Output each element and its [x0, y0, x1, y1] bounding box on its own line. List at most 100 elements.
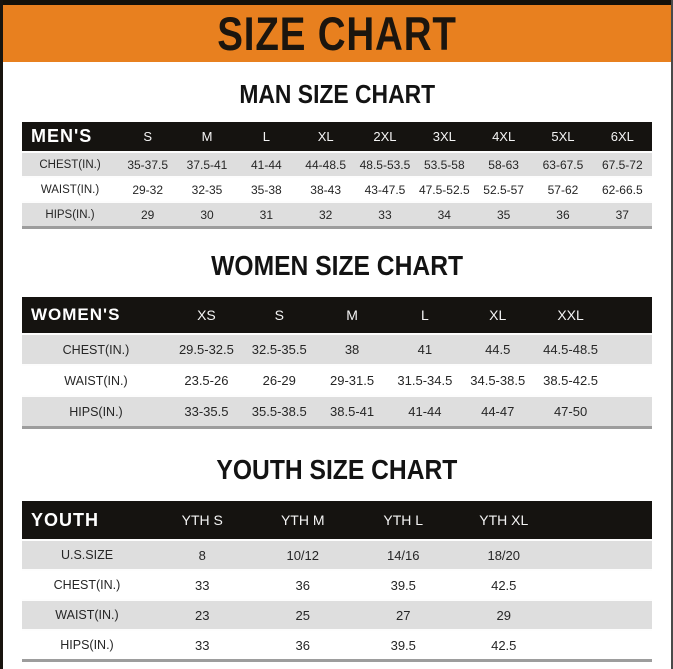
- value-cell: 42.5: [453, 630, 554, 661]
- value-cell: 35-38: [236, 177, 296, 202]
- value-cell: 10/12: [252, 540, 353, 570]
- header-filler-cell: [607, 297, 652, 334]
- value-cell: 41-44: [388, 396, 462, 428]
- table-row: HIPS(IN.) 29 30 31 32 33 34 35 36 37: [22, 202, 652, 228]
- value-cell: 52.5-57: [473, 177, 534, 202]
- value-cell: 8: [152, 540, 253, 570]
- row-label: WAIST(IN.): [22, 365, 170, 396]
- value-cell: 32-35: [177, 177, 237, 202]
- row-filler-cell: [554, 570, 652, 600]
- value-cell: 29.5-32.5: [170, 334, 243, 365]
- row-label: CHEST(IN.): [22, 334, 170, 365]
- size-column-header: S: [242, 297, 316, 334]
- value-cell: 29: [118, 202, 178, 228]
- table-row: U.S.SIZE 8 10/12 14/16 18/20: [22, 540, 652, 570]
- value-cell: 31: [236, 202, 296, 228]
- women-size-table: WOMEN'S XS S M L XL XXL CHEST(IN.) 29.5-32.5 32.5…: [22, 297, 652, 429]
- table-group-label: WOMEN'S: [22, 297, 170, 334]
- value-cell: 33: [355, 202, 415, 228]
- value-cell: 35-37.5: [118, 152, 178, 177]
- value-cell: 29-32: [118, 177, 178, 202]
- value-cell: 58-63: [473, 152, 534, 177]
- value-cell: 33-35.5: [170, 396, 243, 428]
- size-column-header: 4XL: [473, 122, 534, 152]
- value-cell: 34: [414, 202, 474, 228]
- table-row: WAIST(IN.) 23.5-26 26-29 29-31.5 31.5-34.5 34…: [22, 365, 652, 396]
- value-cell: 26-29: [242, 365, 316, 396]
- value-cell: 38-43: [295, 177, 356, 202]
- size-column-header: 2XL: [355, 122, 415, 152]
- value-cell: 38.5-42.5: [534, 365, 607, 396]
- value-cell: 36: [252, 630, 353, 661]
- row-filler-cell: [607, 396, 652, 428]
- value-cell: 38: [315, 334, 389, 365]
- row-filler-cell: [607, 365, 652, 396]
- row-label: HIPS(IN.): [22, 396, 170, 428]
- section-heading-women: WOMEN SIZE CHART: [211, 250, 463, 281]
- value-cell: 33: [152, 630, 253, 661]
- value-cell: 36: [533, 202, 593, 228]
- section-heading-youth: YOUTH SIZE CHART: [216, 454, 458, 485]
- youth-size-table: YOUTH YTH S YTH M YTH L YTH XL U.S.SIZE 8 10/12…: [22, 501, 652, 662]
- banner: SIZE CHART: [3, 5, 671, 62]
- row-label: HIPS(IN.): [22, 202, 118, 228]
- value-cell: 39.5: [353, 630, 454, 661]
- value-cell: 57-62: [533, 177, 593, 202]
- value-cell: 29: [453, 600, 554, 630]
- value-cell: 27: [353, 600, 454, 630]
- value-cell: 32: [295, 202, 356, 228]
- size-column-header: M: [315, 297, 389, 334]
- table-row: CHEST(IN.) 29.5-32.5 32.5-35.5 38 41 44.5 44.5…: [22, 334, 652, 365]
- value-cell: 35.5-38.5: [242, 396, 316, 428]
- value-cell: 14/16: [353, 540, 454, 570]
- size-column-header: 3XL: [414, 122, 474, 152]
- value-cell: 29-31.5: [315, 365, 389, 396]
- value-cell: 25: [252, 600, 353, 630]
- size-column-header: L: [388, 297, 462, 334]
- value-cell: 30: [177, 202, 237, 228]
- size-column-header: YTH S: [152, 501, 253, 540]
- row-label: WAIST(IN.): [22, 600, 152, 630]
- value-cell: 23: [152, 600, 253, 630]
- value-cell: 34.5-38.5: [461, 365, 535, 396]
- value-cell: 18/20: [453, 540, 554, 570]
- table-row: HIPS(IN.) 33-35.5 35.5-38.5 38.5-41 41-44 44-…: [22, 396, 652, 428]
- value-cell: 43-47.5: [355, 177, 415, 202]
- header-filler-cell: [554, 501, 652, 540]
- value-cell: 37.5-41: [177, 152, 237, 177]
- value-cell: 44-48.5: [295, 152, 356, 177]
- value-cell: 47.5-52.5: [414, 177, 474, 202]
- size-column-header: XL: [461, 297, 535, 334]
- size-column-header: S: [118, 122, 178, 152]
- table-row: CHEST(IN.) 33 36 39.5 42.5: [22, 570, 652, 600]
- table-group-label: YOUTH: [22, 501, 152, 540]
- value-cell: 41-44: [236, 152, 296, 177]
- row-label: CHEST(IN.): [22, 152, 118, 177]
- size-column-header: 5XL: [533, 122, 593, 152]
- size-column-header: YTH L: [353, 501, 454, 540]
- size-column-header: M: [177, 122, 237, 152]
- value-cell: 53.5-58: [414, 152, 474, 177]
- row-filler-cell: [554, 630, 652, 661]
- value-cell: 44.5-48.5: [534, 334, 607, 365]
- value-cell: 35: [473, 202, 534, 228]
- table-row: WAIST(IN.) 29-32 32-35 35-38 38-43 43-47.5 47.…: [22, 177, 652, 202]
- section-men: MAN SIZE CHART MEN'S S M L XL 2XL 3XL 4XL 5XL 6XL…: [3, 79, 671, 229]
- size-column-header: L: [236, 122, 296, 152]
- section-women: WOMEN SIZE CHART WOMEN'S XS S M L XL XXL CHEST(…: [3, 250, 671, 429]
- size-column-header: YTH M: [252, 501, 353, 540]
- value-cell: 33: [152, 570, 253, 600]
- value-cell: 44-47: [461, 396, 535, 428]
- row-filler-cell: [554, 600, 652, 630]
- size-column-header: XXL: [534, 297, 607, 334]
- section-youth: YOUTH SIZE CHART YOUTH YTH S YTH M YTH L YTH…: [3, 454, 671, 662]
- value-cell: 41: [388, 334, 462, 365]
- table-row: CHEST(IN.) 35-37.5 37.5-41 41-44 44-48.5 48.5…: [22, 152, 652, 177]
- page-title: SIZE CHART: [217, 7, 457, 60]
- size-column-header: 6XL: [592, 122, 652, 152]
- row-label: U.S.SIZE: [22, 540, 152, 570]
- size-column-header: YTH XL: [453, 501, 554, 540]
- size-column-header: XL: [295, 122, 356, 152]
- value-cell: 32.5-35.5: [242, 334, 316, 365]
